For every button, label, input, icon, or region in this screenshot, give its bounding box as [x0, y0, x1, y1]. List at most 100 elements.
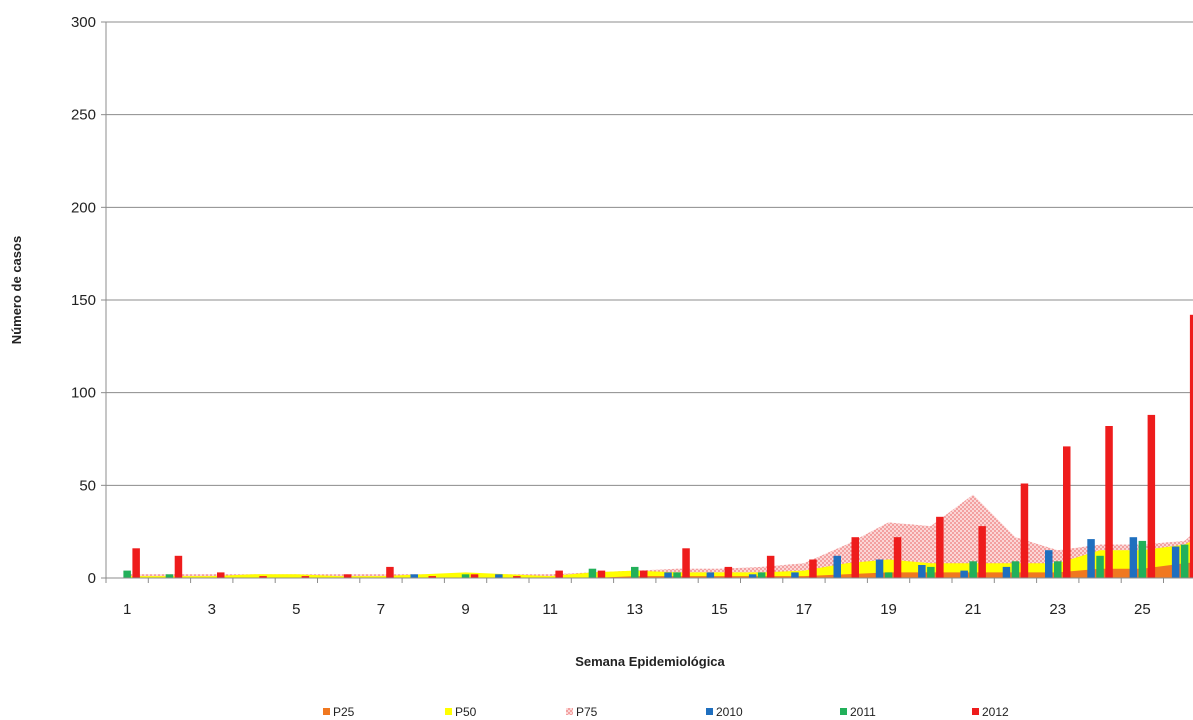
tick-labels: 0501001502002503001357911131517192123252…: [71, 14, 1151, 618]
bar-2012-week-15: [724, 566, 733, 578]
bar-2012-week-25: [1147, 414, 1156, 578]
bar-2011-week-19: [884, 572, 893, 578]
bar-2012-week-24: [1105, 426, 1113, 578]
legend-swatch: [323, 708, 330, 715]
axes: [101, 21, 1193, 583]
bar-2012-week-16: [766, 555, 775, 578]
bar-2010-week-18: [833, 555, 841, 578]
bar-2010-week-21: [960, 570, 968, 578]
y-tick-label: 50: [79, 477, 96, 494]
x-tick-label: 13: [626, 601, 643, 618]
x-tick-label: 5: [292, 601, 300, 618]
bar-2012-week-6: [343, 574, 352, 578]
legend-item-p50: P50: [445, 705, 477, 719]
bar-2012-week-20: [936, 516, 944, 578]
bar-2010-week-23: [1045, 550, 1053, 578]
x-tick-label: 1: [123, 601, 131, 618]
legend-swatch: [445, 708, 452, 715]
x-tick-label: 7: [377, 601, 385, 618]
area-p75: [127, 494, 1193, 578]
x-tick-label: 15: [711, 601, 728, 618]
x-tick-label: 17: [796, 601, 813, 618]
y-tick-label: 100: [71, 385, 96, 402]
year-bars: [123, 314, 1193, 578]
bar-2010-week-20: [918, 565, 926, 578]
bar-2012-week-1: [132, 548, 140, 578]
bar-2012-week-12: [597, 570, 606, 578]
x-tick-label: 21: [965, 601, 982, 618]
bar-2011-week-2: [165, 574, 174, 578]
bar-2010-week-8: [410, 574, 418, 578]
legend-item-2010: 2010: [706, 705, 743, 719]
bar-2012-week-14: [682, 548, 690, 578]
legend-item-2011: 2011: [840, 705, 876, 719]
bar-2012-week-3: [217, 572, 225, 578]
bar-2012-week-9: [470, 574, 479, 578]
bar-2011-week-12: [588, 568, 597, 578]
x-tick-label: 3: [208, 601, 216, 618]
bar-2012-week-22: [1020, 483, 1029, 578]
legend-swatch: [840, 708, 847, 715]
bar-2011-week-22: [1011, 561, 1020, 578]
bar-2012-week-11: [555, 570, 563, 578]
bar-2010-week-24: [1087, 539, 1095, 578]
bar-2010-week-10: [495, 574, 503, 578]
bar-2010-week-14: [664, 572, 672, 578]
gridlines: [106, 21, 1193, 486]
bar-2012-week-2: [174, 555, 183, 578]
legend-label: P25: [333, 705, 355, 719]
legend: P25 P50 P75 2010 2011 2012: [323, 705, 1009, 719]
legend-item-2012: 2012: [972, 705, 1009, 719]
legend-swatch: [972, 708, 979, 715]
y-tick-label: 200: [71, 199, 96, 216]
x-tick-label: 19: [880, 601, 897, 618]
bar-2011-week-16: [757, 572, 766, 578]
legend-swatch: [566, 708, 573, 715]
bar-2012-week-19: [893, 537, 902, 578]
bar-2012-week-17: [809, 559, 817, 578]
bar-2010-week-19: [875, 559, 884, 578]
legend-swatch: [706, 708, 713, 715]
bar-2012-week-13: [640, 570, 648, 578]
x-tick-label: 25: [1134, 601, 1151, 618]
bar-2012-week-26: [1189, 314, 1193, 578]
bar-2010-week-26: [1171, 546, 1180, 578]
bar-2012-week-23: [1063, 446, 1071, 578]
bar-2010-week-17: [791, 572, 799, 578]
bar-2011-week-23: [1054, 561, 1062, 578]
bar-2010-week-15: [706, 572, 715, 578]
bar-2011-week-20: [927, 566, 935, 578]
y-axis-title: Número de casos: [9, 236, 24, 344]
bar-2010-week-25: [1129, 537, 1138, 578]
y-tick-label: 150: [71, 292, 96, 309]
bar-2011-week-14: [673, 572, 681, 578]
bar-2012-week-4: [259, 576, 267, 578]
legend-label: P50: [455, 705, 477, 719]
bar-2010-week-22: [1002, 566, 1011, 578]
bar-2011-week-21: [969, 561, 977, 578]
bar-2011-week-9: [461, 574, 470, 578]
bar-2011-week-26: [1180, 544, 1189, 578]
y-tick-label: 300: [71, 14, 96, 31]
bar-2011-week-24: [1096, 555, 1104, 578]
area-p25: [127, 562, 1193, 578]
percentile-areas: [127, 494, 1193, 578]
x-tick-label: 11: [542, 601, 558, 618]
bar-2012-week-21: [978, 526, 986, 578]
x-tick-label: 9: [461, 601, 469, 618]
bar-2011-week-25: [1138, 540, 1147, 578]
x-axis-title: Semana Epidemiológica: [575, 654, 725, 669]
y-tick-label: 0: [88, 570, 96, 587]
bar-2010-week-16: [748, 574, 757, 578]
y-tick-label: 250: [71, 107, 96, 124]
bar-2012-week-5: [301, 576, 310, 578]
bar-2011-week-1: [123, 570, 131, 578]
legend-item-p75: P75: [566, 705, 598, 719]
bar-2012-week-8: [428, 576, 436, 578]
legend-label: 2011: [850, 705, 876, 719]
legend-label: 2012: [982, 705, 1009, 719]
bar-2012-week-7: [386, 566, 394, 578]
bar-2012-week-10: [513, 576, 521, 578]
